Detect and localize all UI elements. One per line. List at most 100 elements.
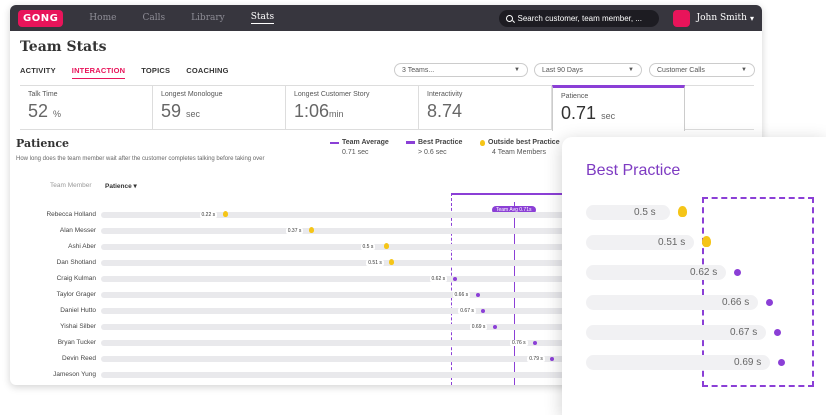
chevron-down-icon: ▼ <box>628 67 634 73</box>
member-name[interactable]: Devin Reed <box>62 355 96 362</box>
tab-interaction[interactable]: INTERACTION <box>71 66 126 79</box>
member-name[interactable]: Jameson Yung <box>53 371 96 378</box>
patience-dot <box>774 329 781 336</box>
panel-bar-track <box>586 205 670 220</box>
date-range-value: Last 90 Days <box>542 66 583 74</box>
panel-bar-track <box>586 325 766 340</box>
patience-value-label: 0.51 s <box>366 260 384 266</box>
panel-value-label: 0.51 s <box>658 237 686 248</box>
patience-bar-track <box>101 372 631 378</box>
lightbulb-icon <box>222 211 228 217</box>
legend-value: 4 Team Members <box>492 149 546 156</box>
patience-dot <box>475 293 480 297</box>
best-practice-band <box>451 193 601 195</box>
patience-bar-track <box>101 324 631 330</box>
member-name[interactable]: Yishai Silber <box>60 323 96 330</box>
panel-title: Best Practice <box>586 162 681 179</box>
legend-best-practice: Best Practice > 0.6 sec <box>406 139 462 156</box>
legend-value: 0.71 sec <box>342 149 369 156</box>
column-header-patience[interactable]: Patience ▾ <box>105 183 137 190</box>
search-input[interactable]: Search customer, team member, ... <box>498 9 659 27</box>
card-label: Patience <box>561 93 589 100</box>
avatar[interactable] <box>672 9 690 27</box>
gong-logo[interactable]: GONG <box>18 9 64 27</box>
legend-value: > 0.6 sec <box>418 149 447 156</box>
patience-value-label: 0.37 s <box>285 228 304 234</box>
panel-bar-track <box>586 265 726 280</box>
panel-bar-track <box>586 235 694 250</box>
chevron-down-icon[interactable]: ▾ <box>749 13 754 23</box>
patience-value-label: 0.22 s <box>199 212 218 218</box>
panel-value-label: 0.62 s <box>690 267 718 278</box>
date-range-dropdown[interactable]: Last 90 Days ▼ <box>534 63 642 77</box>
patience-bar-track <box>101 356 631 362</box>
team-average-tag: Team Avg 0.71s <box>492 206 536 214</box>
panel-bar-track <box>586 355 770 370</box>
call-type-value: Customer Calls <box>657 66 705 74</box>
patience-bar-track <box>101 340 631 346</box>
column-header-team-member[interactable]: Team Member <box>50 182 92 189</box>
panel-bar-track <box>586 295 758 310</box>
lightbulb-icon <box>389 259 395 265</box>
patience-bar-track <box>101 276 631 282</box>
stat-card-longest-customer-story[interactable]: Longest Customer Story 1:06min <box>286 86 419 129</box>
stat-card-longest-monologue[interactable]: Longest Monologue 59 sec <box>153 86 286 129</box>
nav-library[interactable]: Library <box>191 13 225 23</box>
stat-card-talk-time[interactable]: Talk Time 52 % <box>20 86 153 129</box>
chevron-down-icon: ▼ <box>514 67 520 73</box>
stats-tabs: ACTIVITY INTERACTION TOPICS COACHING <box>20 66 245 79</box>
lightbulb-icon <box>702 236 711 247</box>
patience-value-label: 0.76 s <box>510 340 528 346</box>
lightbulb-icon <box>480 139 485 146</box>
patience-value-label: 0.66 s <box>452 292 471 298</box>
lightbulb-icon <box>308 227 314 233</box>
user-name[interactable]: John Smith <box>696 13 747 23</box>
patience-bar-track <box>101 260 631 266</box>
legend-team-average: Team Average 0.71 sec <box>330 139 389 156</box>
nav-calls[interactable]: Calls <box>142 13 166 23</box>
teams-dropdown[interactable]: 3 Teams... ▼ <box>394 63 528 77</box>
panel-value-label: 0.69 s <box>734 357 762 368</box>
card-value: 52 % <box>28 101 62 121</box>
teams-dropdown-value: 3 Teams... <box>402 66 435 74</box>
patience-dot <box>492 325 497 329</box>
tab-activity[interactable]: ACTIVITY <box>20 66 56 75</box>
page-title: Team Stats <box>20 39 107 55</box>
best-practice-swatch <box>406 141 415 144</box>
best-practice-threshold-line <box>451 193 452 385</box>
tab-topics[interactable]: TOPICS <box>141 66 171 75</box>
patience-dot <box>550 357 555 361</box>
member-name[interactable]: Craig Kulman <box>56 275 96 282</box>
member-name[interactable]: Ashi Aber <box>68 243 96 250</box>
nav-home[interactable]: Home <box>89 13 117 23</box>
patience-dot <box>452 277 457 281</box>
patience-value-label: 0.5 s <box>360 244 376 250</box>
stat-card-patience[interactable]: Patience 0.71 sec <box>552 85 685 131</box>
patience-value-label: 0.67 s <box>458 308 476 314</box>
panel-value-label: 0.66 s <box>722 297 750 308</box>
patience-dot <box>533 341 537 345</box>
card-label: Interactivity <box>427 91 463 98</box>
member-name[interactable]: Rebecca Holland <box>46 211 96 218</box>
card-value: 8.74 <box>427 101 463 121</box>
member-name[interactable]: Bryan Tucker <box>57 339 96 346</box>
panel-value-label: 0.5 s <box>634 207 656 218</box>
patience-bar-track <box>101 308 631 314</box>
lightbulb-icon <box>678 206 687 217</box>
member-name[interactable]: Dan Shotland <box>56 259 96 266</box>
top-nav: GONG Home Calls Library Stats Search cus… <box>10 5 762 31</box>
nav-stats[interactable]: Stats <box>250 12 275 24</box>
chevron-down-icon: ▼ <box>741 67 747 73</box>
stat-card-interactivity[interactable]: Interactivity 8.74 <box>419 86 552 129</box>
member-name[interactable]: Alan Messer <box>59 227 96 234</box>
panel-value-label: 0.67 s <box>730 327 758 338</box>
card-label: Talk Time <box>28 91 58 98</box>
member-name[interactable]: Taylor Grager <box>56 291 96 298</box>
member-name[interactable]: Daniel Hutto <box>60 307 96 314</box>
tab-coaching[interactable]: COACHING <box>186 66 229 75</box>
patience-bar-track <box>101 228 631 234</box>
patience-section-title: Patience <box>16 137 70 150</box>
card-label: Longest Customer Story <box>294 91 370 98</box>
card-value: 0.71 sec <box>561 103 616 123</box>
call-type-dropdown[interactable]: Customer Calls ▼ <box>649 63 755 77</box>
